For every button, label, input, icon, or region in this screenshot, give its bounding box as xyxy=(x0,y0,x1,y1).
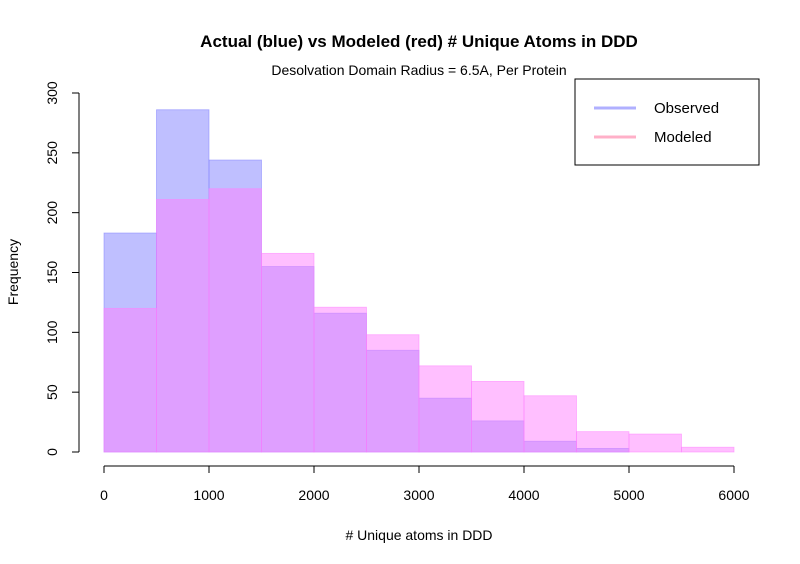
x-tick-label: 1000 xyxy=(193,487,224,503)
modeled-bar xyxy=(103,307,157,453)
y-tick-label: 0 xyxy=(44,448,60,456)
y-tick-label: 100 xyxy=(44,320,60,344)
y-axis-label: Frequency xyxy=(5,239,21,305)
modeled-bar xyxy=(418,365,472,453)
x-tick-label: 0 xyxy=(100,487,108,503)
legend-box xyxy=(574,78,760,166)
modeled-bar xyxy=(628,433,682,453)
legend-label-modeled: Modeled xyxy=(654,129,712,146)
modeled-bar xyxy=(523,395,577,453)
x-tick-label: 2000 xyxy=(298,487,329,503)
x-tick-label: 3000 xyxy=(403,487,434,503)
modeled-bar xyxy=(366,334,420,453)
chart-title: Actual (blue) vs Modeled (red) # Unique … xyxy=(200,32,638,51)
modeled-bar xyxy=(261,252,315,453)
y-tick-label: 200 xyxy=(44,201,60,225)
x-axis: 0 1000 2000 3000 4000 5000 6000 xyxy=(100,465,750,503)
x-tick-label: 4000 xyxy=(508,487,539,503)
modeled-bar xyxy=(471,380,525,453)
modeled-bar xyxy=(208,188,262,453)
modeled-bar xyxy=(681,446,735,453)
y-axis: 0 50 100 150 200 250 300 xyxy=(44,81,80,456)
legend: Observed Modeled xyxy=(574,78,760,166)
x-tick-label: 6000 xyxy=(718,487,749,503)
legend-label-observed: Observed xyxy=(654,100,719,117)
modeled-bars xyxy=(103,188,735,453)
x-tick-label: 5000 xyxy=(613,487,644,503)
y-tick-label: 150 xyxy=(44,261,60,285)
y-tick-label: 250 xyxy=(44,141,60,165)
x-axis-label: # Unique atoms in DDD xyxy=(345,527,492,543)
modeled-bar xyxy=(156,199,210,453)
modeled-bar xyxy=(576,431,630,453)
chart-subtitle: Desolvation Domain Radius = 6.5A, Per Pr… xyxy=(271,62,566,78)
y-tick-label: 50 xyxy=(44,384,60,400)
y-tick-label: 300 xyxy=(44,81,60,105)
modeled-bar xyxy=(313,306,367,453)
